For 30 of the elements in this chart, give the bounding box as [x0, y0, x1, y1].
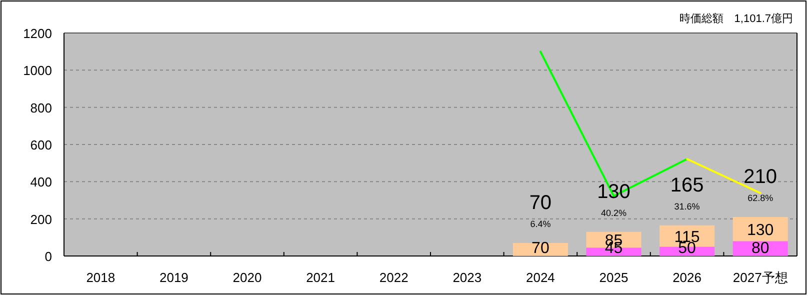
x-tick-label: 2026 [672, 270, 702, 285]
y-tick-label: 600 [30, 138, 52, 152]
annotation: 31.6% [674, 201, 700, 212]
x-tick-label: 2022 [379, 270, 408, 285]
y-tick-label: 800 [30, 100, 52, 116]
x-tick-label: 2023 [452, 270, 482, 285]
data-label: 70 [532, 240, 550, 257]
total-label: 210 [744, 166, 778, 188]
annotation: 62.8% [748, 192, 774, 203]
total-label: 70 [529, 192, 552, 214]
y-tick-label: 0 [44, 249, 52, 264]
y-tick-label: 1000 [23, 63, 52, 78]
x-tick-label: 2025 [599, 270, 628, 285]
bar [732, 216, 788, 242]
bar [512, 242, 568, 256]
data-label: 130 [747, 222, 774, 240]
text: 時価総額 1,101.7億円 [679, 12, 793, 25]
annotation: 40.2% [600, 208, 627, 218]
x-tick-label: 2020 [232, 270, 262, 285]
annotation: 6.4% [530, 218, 551, 229]
data-label: 80 [751, 240, 770, 257]
x-tick-label: 2024 [526, 270, 555, 285]
y-tick-label: 200 [30, 212, 52, 227]
y-tick-label: 400 [30, 174, 52, 190]
x-tick-label: 2018 [86, 270, 116, 285]
x-tick-label: 2019 [159, 270, 188, 285]
total-label: 165 [670, 174, 704, 196]
x-tick-label: 2027予想 [732, 270, 788, 285]
x-tick-label: 2021 [306, 270, 336, 285]
y-tick-label: 1200 [23, 26, 52, 41]
